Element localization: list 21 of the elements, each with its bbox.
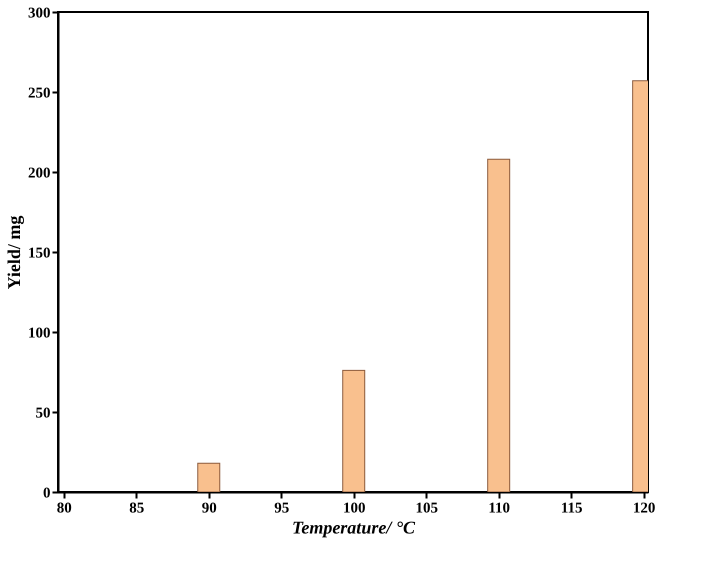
x-tick-label: 115 — [560, 500, 583, 516]
x-tick-label: 105 — [415, 500, 438, 516]
bar — [487, 158, 510, 492]
x-tick-label: 85 — [129, 500, 144, 516]
x-tick-label: 100 — [342, 500, 366, 516]
y-tick-label: 150 — [28, 246, 50, 262]
y-tick-label: 50 — [36, 406, 50, 422]
x-tick-label: 80 — [56, 500, 72, 516]
x-tick-label: 95 — [274, 500, 290, 516]
x-axis-title: Temperature/ °C — [292, 518, 416, 538]
bar — [197, 462, 220, 492]
y-axis-title: Yield/ mg — [4, 216, 24, 290]
bar — [342, 370, 366, 492]
x-tick-label: 90 — [202, 500, 217, 516]
x-tick-label: 120 — [632, 500, 656, 516]
y-tick-label: 100 — [28, 326, 50, 342]
y-tick-label: 300 — [28, 6, 50, 22]
y-tick-label: 200 — [28, 166, 50, 182]
y-tick-label: 0 — [43, 486, 50, 502]
x-tick-label: 110 — [488, 500, 510, 516]
y-tick-label: 250 — [28, 86, 50, 102]
